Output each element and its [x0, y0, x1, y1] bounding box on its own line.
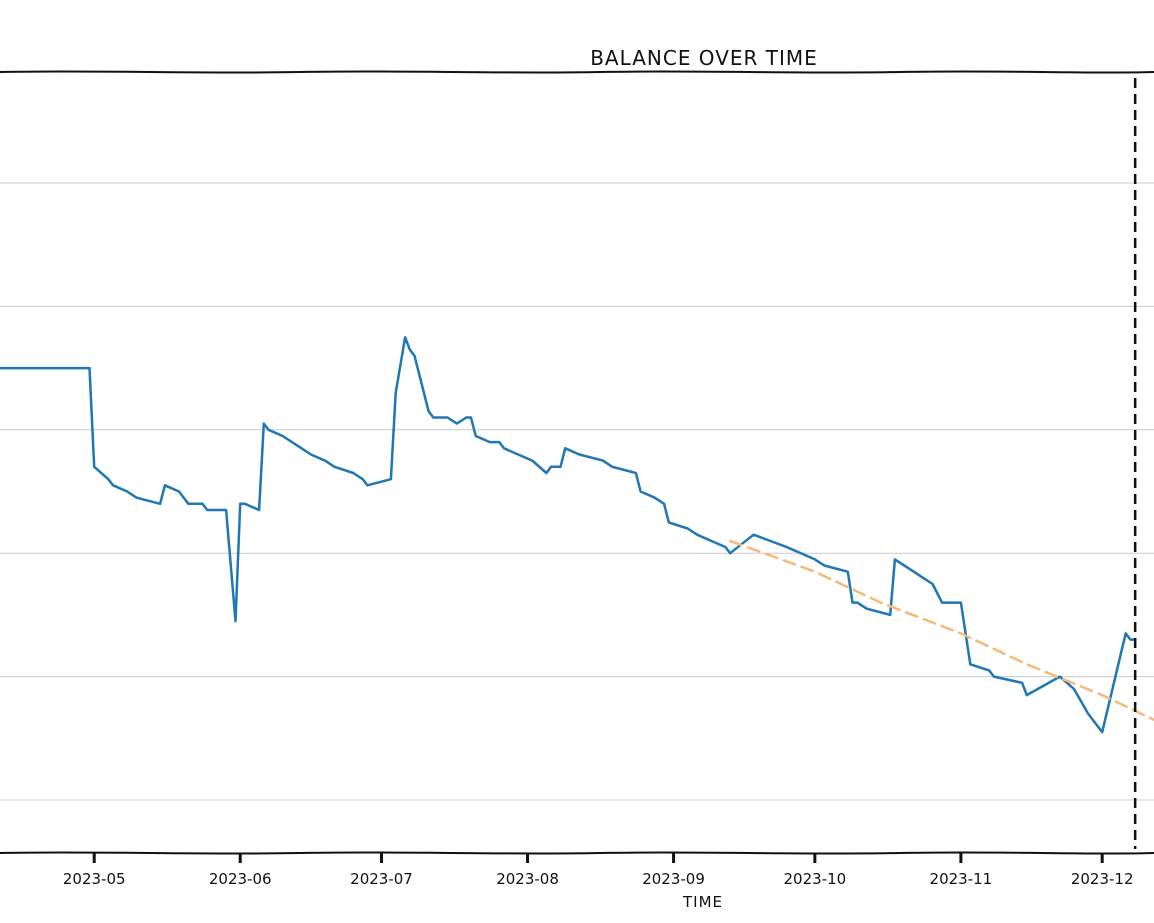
balance-line	[0, 336, 1137, 734]
x-tick-label: 2023-06	[209, 870, 272, 888]
chart-frame	[0, 70, 1154, 855]
x-tick-label: 2023-12	[1071, 870, 1134, 888]
series-layer	[0, 336, 1154, 734]
trend-line	[728, 539, 1154, 722]
x-tick-label: 2023-10	[784, 870, 847, 888]
x-tick-label: 2023-11	[930, 870, 993, 888]
x-tick-label: 2023-09	[642, 870, 705, 888]
x-tick-label: 2023-05	[63, 870, 126, 888]
x-tick-label: 2023-07	[350, 870, 413, 888]
x-axis-ticks: 2023-05 2023-06 2023-07 2023-08 2023-09 2023-…	[63, 853, 1134, 888]
chart-title: BALANCE OVER TIME	[590, 46, 818, 70]
x-axis-label: TIME	[682, 893, 723, 911]
bottom-spine	[0, 851, 1154, 855]
grid-lines	[0, 182, 1154, 801]
top-spine	[0, 70, 1154, 74]
x-tick-label: 2023-08	[496, 870, 559, 888]
